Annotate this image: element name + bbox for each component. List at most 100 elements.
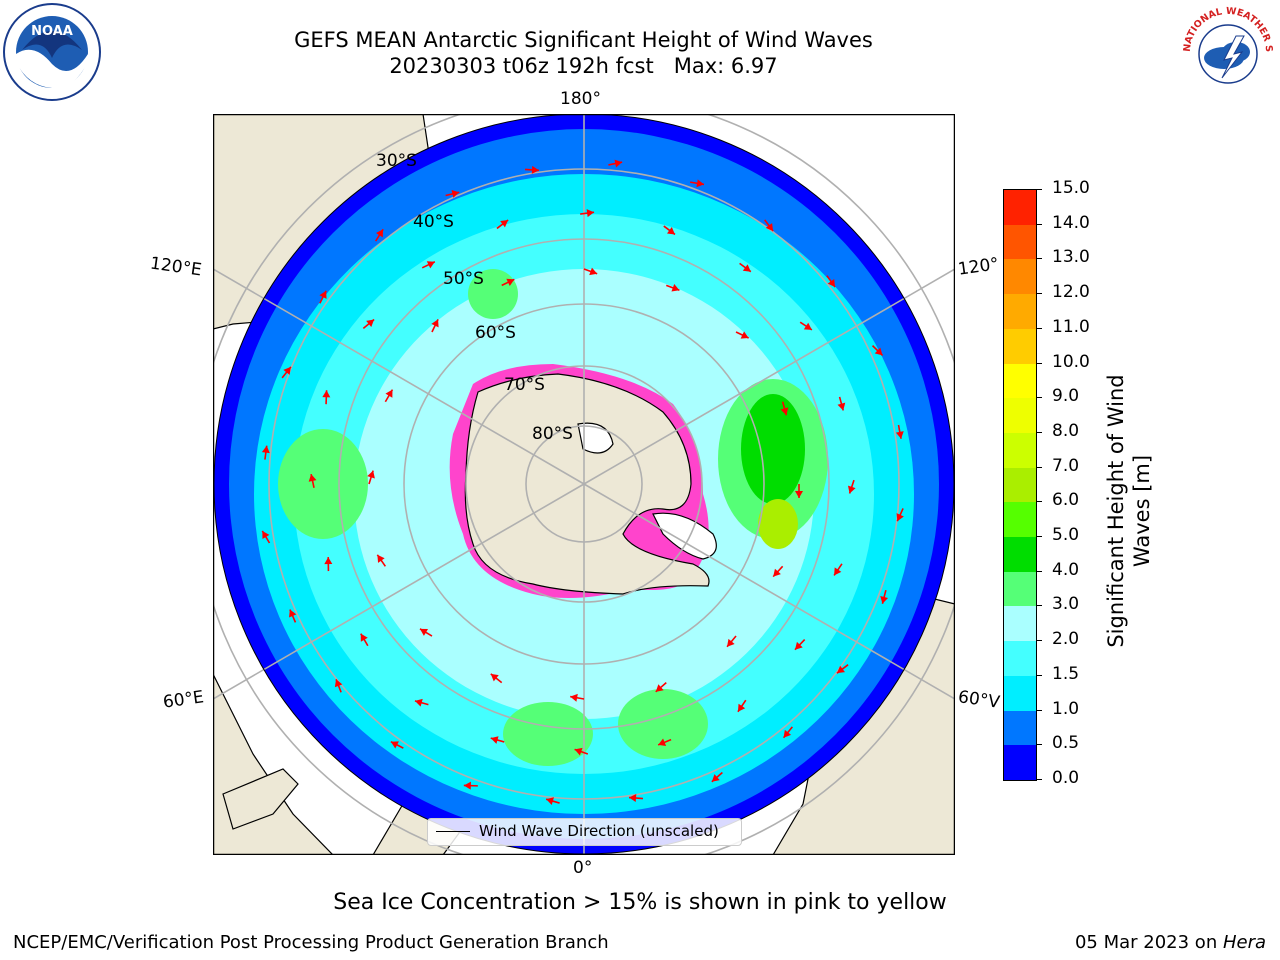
wind-arrow [421,261,436,269]
lat-label-80s: 80°S [532,424,573,444]
wind-arrow [826,275,836,288]
wind-wave-arrows [261,159,904,805]
colorbar-segment [1004,467,1036,503]
noaa-logo: NOAA [2,2,102,102]
wind-arrow [836,664,849,674]
colorbar-segment [1004,259,1036,295]
lon-label-120e: 120°E [148,253,203,281]
colorbar-tick-label: 0.5 [1052,733,1080,754]
wind-arrow [390,740,404,749]
wind-arrow [384,389,394,403]
colorbar-tick-mark [1036,189,1042,190]
lat-label-40s: 40°S [413,212,454,232]
wind-arrow [608,159,623,168]
colorbar-tick-label: 3.0 [1052,594,1080,615]
colorbar-tick-label: 12.0 [1052,282,1090,303]
colorbar-tick-label: 9.0 [1052,386,1080,407]
colorbar-segments [1004,190,1036,780]
wind-arrow [764,219,774,232]
colorbar-tick-mark [1036,536,1042,538]
lat-label-60s: 60°S [475,323,516,343]
colorbar-tick-mark [1036,397,1042,399]
wind-arrow [847,479,856,494]
lon-label-120w: 120° [956,254,1001,280]
nws-logo: NATIONAL WEATHER SERVICE [1174,0,1278,102]
colorbar-segment [1004,432,1036,468]
legend-label: Wind Wave Direction (unscaled) [479,822,719,840]
wind-arrow [570,693,585,702]
colorbar-tick-label: 10.0 [1052,351,1090,372]
wind-arrow [414,698,429,707]
graticule [213,114,955,855]
colorbar-tick-mark [1036,501,1042,503]
sea-ice-note: Sea Ice Concentration > 15% is shown in … [333,890,947,915]
colorbar-tick-label: 2.0 [1052,629,1080,650]
chart-subtitle: 20230303 t06z 192h fcst Max: 6.97 [389,54,778,78]
lon-label-60e: 60°E [161,687,206,713]
svg-text:NOAA: NOAA [31,24,73,39]
colorbar-tick-mark [1036,674,1042,676]
wind-arrow [896,508,904,522]
wind-arrow [795,484,803,498]
colorbar-segment [1004,328,1036,364]
chart-title: GEFS MEAN Antarctic Significant Height o… [294,28,873,52]
colorbar-segment [1004,606,1036,642]
wind-arrow [261,445,270,460]
wind-arrow [690,179,705,188]
colorbar-tick-label: 8.0 [1052,420,1080,441]
colorbar-tick-label: 11.0 [1052,316,1090,337]
wind-arrow [895,424,904,439]
wind-arrow [322,390,331,405]
wind-arrow [837,396,846,411]
colorbar [1003,189,1037,781]
colorbar-tick-label: 4.0 [1052,559,1080,580]
wind-arrow [574,747,589,756]
wind-arrow [445,189,460,198]
wind-arrow [463,781,478,790]
colorbar-segment [1004,190,1036,225]
wind-arrow [362,318,375,330]
antarctica [464,373,717,595]
lat-label-30s: 30°S [376,151,417,171]
polar-map [213,114,955,855]
colorbar-segment [1004,224,1036,260]
lon-label-60w: 60°V [956,687,1001,713]
wind-arrow [490,673,503,684]
colorbar-tick-label: 0.0 [1052,768,1080,788]
wind-arrow [419,628,433,637]
wind-arrow [739,262,752,273]
colorbar-tick-label: 6.0 [1052,490,1080,511]
colorbar-segment [1004,641,1036,676]
wind-arrow [374,228,384,242]
colorbar-tick-label: 1.0 [1052,698,1080,719]
wind-arrow [655,682,667,693]
colorbar-tick-label: 14.0 [1052,212,1090,233]
wind-arrow [281,366,292,379]
wind-arrow [580,209,595,218]
wind-arrow [289,609,297,623]
wind-arrow [782,726,793,739]
colorbar-segment [1004,745,1036,780]
colorbar-tick-label: 7.0 [1052,455,1080,476]
wind-arrow [490,736,505,744]
wind-arrow [794,639,806,651]
colorbar-tick-label: 5.0 [1052,525,1080,546]
footer-right: 05 Mar 2023 on Hera [1075,932,1266,953]
wind-arrow [657,738,672,746]
colorbar-tick-mark [1036,466,1042,468]
map-legend: Wind Wave Direction (unscaled) [427,818,742,846]
colorbar-tick-mark [1036,640,1042,642]
colorbar-tick-mark [1036,362,1042,364]
colorbar-tick-mark [1036,605,1042,607]
footer-left: NCEP/EMC/Verification Post Processing Pr… [13,932,609,953]
wind-arrow [261,530,271,544]
wind-arrow [735,331,750,339]
colorbar-segment [1004,675,1036,711]
colorbar-tick-label: 15.0 [1052,178,1090,198]
colorbar-segment [1004,398,1036,433]
colorbar-segment [1004,710,1036,746]
colorbar-segment [1004,537,1036,572]
colorbar-segment [1004,571,1036,607]
footer-date: 05 Mar 2023 on [1074,932,1223,953]
legend-line-swatch [436,831,470,832]
